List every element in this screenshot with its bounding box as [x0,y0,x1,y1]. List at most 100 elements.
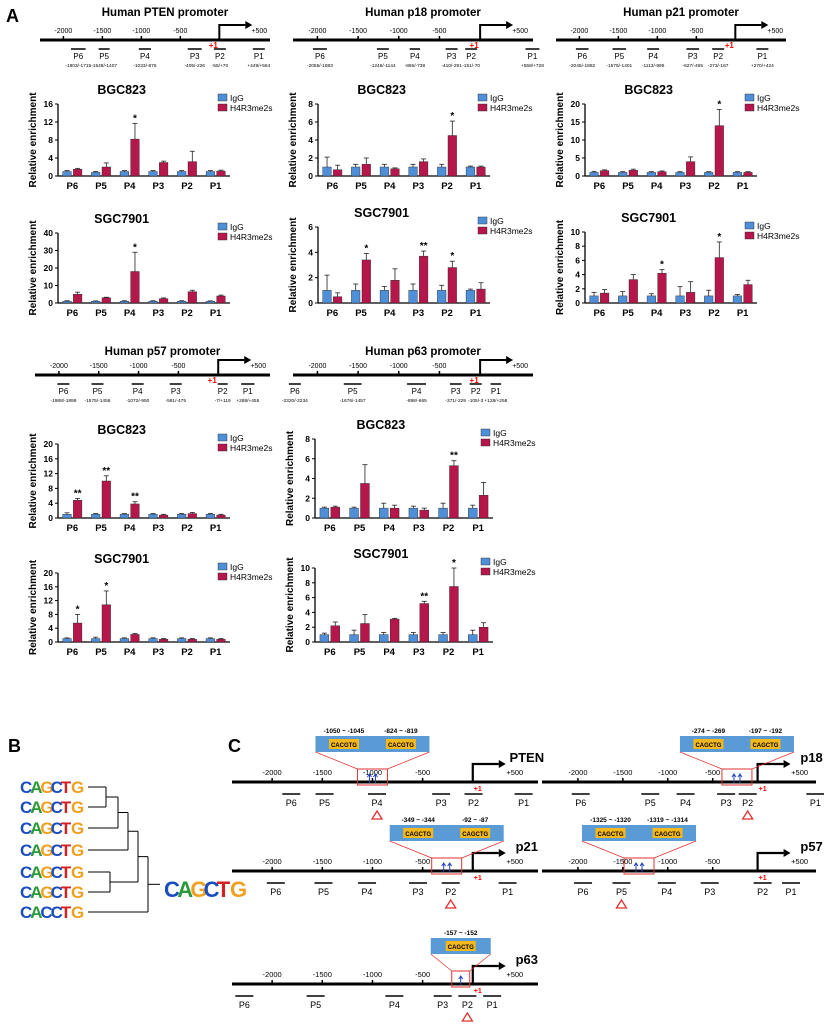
region-range: -2320/-2234 [282,398,308,404]
tss-arrow [471,762,499,781]
igg-bar-p1 [465,166,475,177]
h4r3me2s-bar-p3 [419,603,429,643]
x-tick-label: P5 [354,647,366,658]
igg-bar-p2 [704,172,714,177]
region-range: -55/+70 [212,63,229,69]
igg-bar-p6 [589,295,599,304]
region-label: P5 [318,887,329,897]
igg-bar-p2 [438,507,448,519]
axis-tick-label: -500 [415,857,430,866]
region-label: P2 [445,887,456,897]
h4r3me2s-bar-p6 [73,622,83,643]
y-tick-label: 0 [305,513,310,523]
y-tick-label: 0 [308,298,313,308]
h4r3me2s-bar-p6 [73,500,83,519]
binding-site-arrow [639,862,645,872]
significance-star: ** [450,451,458,462]
igg-bar-p3 [148,514,158,519]
region-label: P4 [362,887,373,897]
axis-tick-label: -2000 [308,363,326,370]
h4r3me2s-bar-p2 [447,135,457,177]
x-tick-label: P3 [680,308,692,319]
h4r3me2s-bar-p3 [159,162,169,177]
axis-tick-label: -1500 [349,363,367,370]
region-label: P2 [471,387,481,396]
y-tick-label: 20 [571,99,581,109]
legend-label-igg: IgG [493,428,507,438]
axis-tick-label: -2000 [568,857,587,866]
site-position-label: -157 ~ -152 [444,930,478,937]
significance-star: * [133,113,137,124]
igg-bar-p2 [704,295,714,304]
x-tick-label: P4 [651,181,663,192]
motif-letter: C [20,798,32,817]
motif-letter: A [30,841,42,860]
legend-swatch-igg [744,221,755,230]
chart-title: SGC7901 [354,206,409,220]
igg-bar-p6 [319,634,330,643]
motif-letter: C [164,877,180,902]
igg-bar-p6 [319,507,330,519]
motif-letter: C [20,903,32,922]
h4r3me2s-bar-p5 [361,259,371,304]
legend-swatch-h4r3me2s [217,103,228,112]
x-tick-label: P4 [384,181,396,192]
motif-sequence: CAGCTG [462,832,488,838]
region-range: -1033/-876 [133,63,157,69]
x-tick-label: P6 [67,181,79,192]
x-tick-label: P3 [680,181,692,192]
axis-tick-label: -500 [689,28,703,35]
site-position-label: -349 ~ -344 [401,817,435,824]
significance-star: ** [131,492,139,503]
motif-letter: G [71,903,84,922]
region-range: -1676/-1457 [340,398,366,404]
region-range: -1246/-1144 [370,63,396,69]
x-tick-label: P3 [153,647,165,658]
x-tick-label: P2 [181,523,193,534]
y-tick-label: 10 [301,563,311,573]
y-tick-label: 0 [305,637,310,647]
y-tick-label: 0 [575,171,580,181]
region-range: -1903/-1715 [65,63,91,69]
igg-bar-p1 [205,171,215,177]
region-label: P4 [372,798,383,808]
motif-box [445,941,476,951]
y-tick-label: 12 [44,117,54,127]
gene-name: p21 [516,839,538,854]
region-label: P6 [73,52,83,61]
motif-letter: C [204,877,220,902]
zoom-line [461,840,504,859]
motif-letter: A [30,903,42,922]
x-tick-label: P5 [355,181,367,192]
motif-letter: G [71,863,84,882]
axis-tick-label: -500 [432,363,446,370]
motif-letter: G [40,819,53,838]
tss-arrow [471,964,499,983]
motif-letter: A [30,778,42,797]
h4r3me2s-bar-p1 [216,639,226,643]
region-range: -627/-465 [682,63,703,69]
motif-sequence: CAGCTG [405,832,431,838]
motif-map-p18: -2000 -1500 -1000 -500 +500 +1 p18 P6 P5 P4 P3 P2 P1… [542,728,824,820]
h4r3me2s-bar-p4 [130,634,140,643]
region-label: P3 [171,387,181,396]
y-tick-label: 16 [44,454,54,464]
y-tick-label: 6 [308,117,313,127]
region-label: P2 [215,52,225,61]
significance-star: * [450,111,454,122]
bar-chart-8: SGC7901 Relative enrichment 0 4 8 12 16 20 P6 * P5… [28,552,273,658]
h4r3me2s-bar-p4 [130,503,140,519]
motif-letter: A [177,877,193,902]
igg-bar-p5 [349,634,359,643]
significance-star: ** [420,241,428,252]
x-tick-label: P5 [95,647,107,658]
legend-label-igg: IgG [757,221,771,231]
region-label: P5 [310,1000,321,1010]
region-label: P1 [243,387,253,396]
y-tick-label: 8 [48,135,53,145]
igg-bar-p2 [177,301,187,304]
region-label: P1 [810,798,821,808]
igg-bar-p3 [148,301,158,304]
h4r3me2s-bar-p5 [361,164,371,177]
binding-site-arrow [447,862,453,872]
